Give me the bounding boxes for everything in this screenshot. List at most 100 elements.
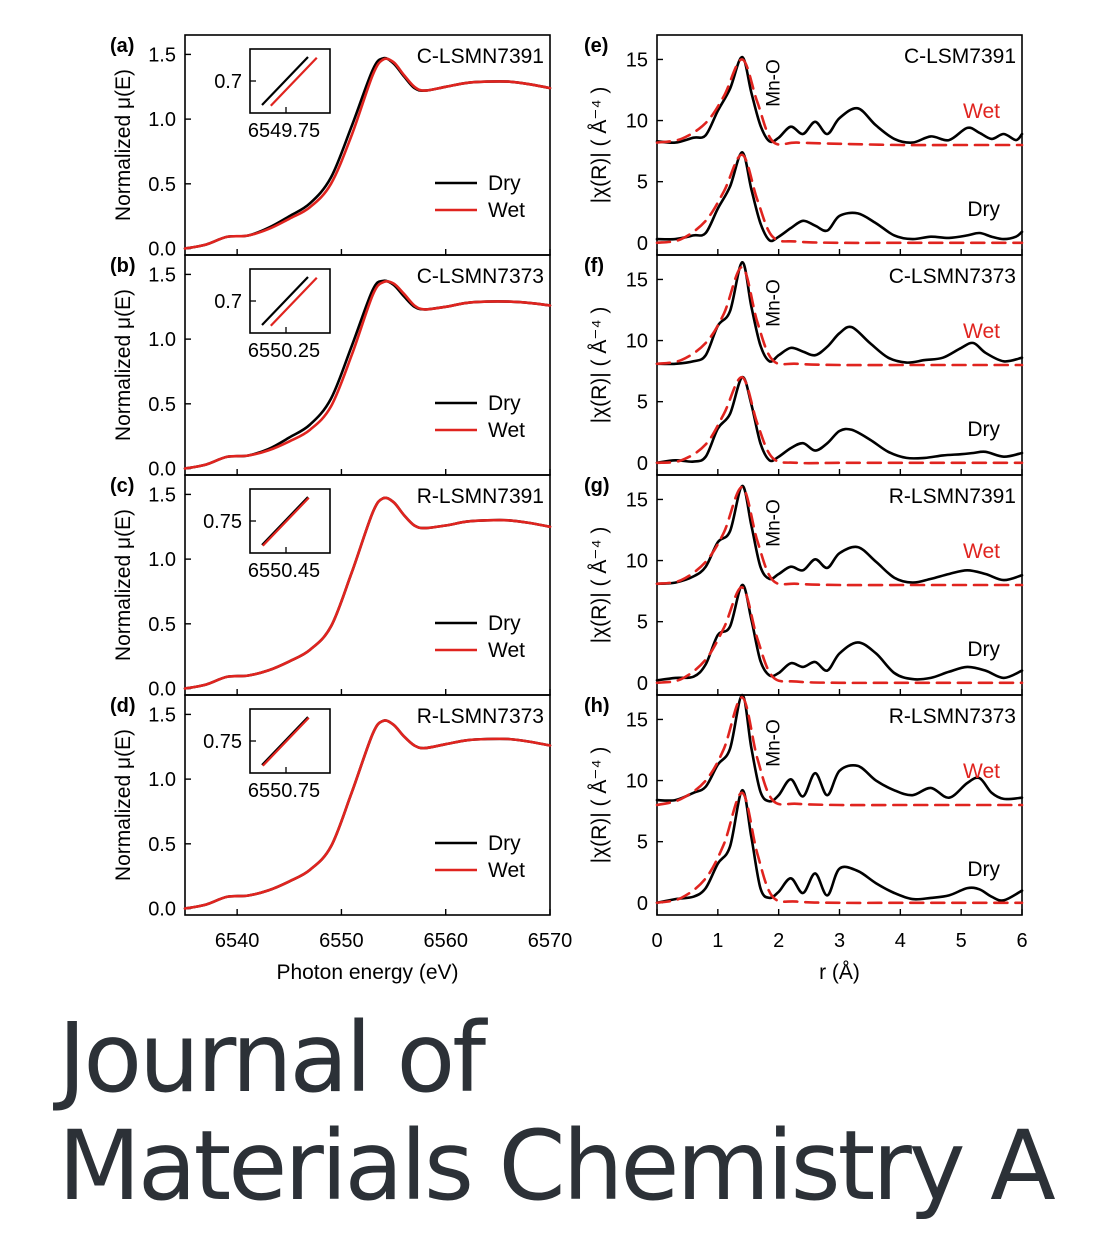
panel-title: C-LSMN7391 — [417, 45, 544, 68]
series-line-wet — [183, 279, 552, 470]
panel-label: (h) — [584, 695, 610, 717]
y-tick-label: 1.0 — [148, 329, 176, 351]
x-tick-label: 5 — [956, 930, 967, 952]
inset-line-dry — [261, 496, 309, 546]
inset-y-tick-label: 0.7 — [214, 71, 242, 93]
y-tick-label: 0 — [637, 453, 648, 475]
series-line-dry-fit — [655, 153, 1024, 245]
y-axis-label: Normalized μ(E) — [112, 509, 135, 661]
panel-h: 0 5 10 15 0 1 2 3 4 5 6 |χ(R)| ( Å⁻⁴ ) r (Å) (h) R-LSM… — [584, 693, 1028, 984]
peak-label: Mn-O — [763, 59, 784, 107]
series-line-wet — [183, 57, 552, 250]
panel-f: 0 5 10 15 |χ(R)| ( Å⁻⁴ ) (f) C-LSMN7373 Mn-O Wet… — [584, 254, 1024, 476]
panel-g: 0 5 10 15 |χ(R)| ( Å⁻⁴ ) (g) R-LSMN7391 Mn-O Wet… — [584, 474, 1024, 696]
y-tick-label: 0.0 — [148, 239, 176, 261]
y-tick-label: 5 — [637, 392, 648, 414]
y-tick-label: 1.5 — [148, 264, 176, 286]
y-tick-label: 0.5 — [148, 614, 176, 636]
panel-e: 0 5 10 15 |χ(R)| ( Å⁻⁴ ) (e) C-LSM7391 Mn-O Wet D… — [584, 34, 1024, 256]
plot-frame — [184, 694, 551, 916]
journal-title-line-1: Journal of — [58, 1002, 486, 1114]
y-tick-label: 5 — [637, 172, 648, 194]
panel-label: (f) — [584, 255, 604, 277]
y-tick-label: 10 — [626, 771, 648, 793]
x-tick-label: 4 — [895, 930, 906, 952]
inset-line-dry — [261, 56, 309, 106]
x-tick-label: 1 — [712, 930, 723, 952]
y-tick-label: 1.0 — [148, 549, 176, 571]
inset-y-tick-label: 0.7 — [214, 291, 242, 313]
y-axis-label: Normalized μ(E) — [112, 289, 135, 441]
inset-line-wet — [262, 717, 310, 767]
legend-label-wet: Wet — [488, 419, 525, 442]
panel-b: 0.0 0.5 1.0 1.5 Normalized μ(E) (b) C-LSMN7373… — [110, 254, 552, 481]
panel-title: C-LSM7391 — [904, 45, 1016, 68]
x-tick-label: 6 — [1016, 930, 1027, 952]
panel-d: 0.0 0.5 1.0 1.5 6540 6550 6560 6570 Normalized μ… — [110, 694, 573, 984]
x-tick-label: 6540 — [215, 930, 260, 952]
y-axis-label: |χ(R)| ( Å⁻⁴ ) — [588, 747, 611, 864]
legend-label-wet: Wet — [488, 859, 525, 882]
series-line-dry-fit — [655, 791, 1024, 905]
peak-label: Mn-O — [763, 279, 784, 327]
series-line-wet-data — [655, 55, 1024, 145]
curve-label-dry: Dry — [967, 418, 1000, 441]
y-tick-label: 0.0 — [148, 899, 176, 921]
x-tick-label: 0 — [651, 930, 662, 952]
y-tick-label: 5 — [637, 832, 648, 854]
panel-label: (d) — [110, 695, 136, 717]
panel-title: R-LSMN7373 — [889, 705, 1016, 728]
y-tick-label: 10 — [626, 331, 648, 353]
panel-label: (a) — [110, 35, 134, 57]
series-line-wet-fit — [655, 485, 1024, 587]
y-tick-label: 15 — [626, 49, 648, 71]
curve-label-dry: Dry — [967, 198, 1000, 221]
legend-label-dry: Dry — [488, 172, 521, 195]
panel-c: 0.0 0.5 1.0 1.5 Normalized μ(E) (c) R-LSMN7391… — [110, 474, 552, 701]
panel-label: (g) — [584, 475, 610, 497]
y-tick-label: 0.5 — [148, 834, 176, 856]
plot-frame — [184, 474, 551, 696]
x-tick-label: 6570 — [528, 930, 573, 952]
y-tick-label: 0 — [637, 233, 648, 255]
legend-label-dry: Dry — [488, 832, 521, 855]
x-tick-label: 3 — [834, 930, 845, 952]
y-tick-label: 1.5 — [148, 484, 176, 506]
curve-label-wet: Wet — [963, 100, 1000, 123]
y-axis-label: |χ(R)| ( Å⁻⁴ ) — [588, 87, 611, 204]
x-tick-label: 6550 — [319, 930, 364, 952]
y-tick-label: 5 — [637, 612, 648, 634]
y-tick-label: 15 — [626, 709, 648, 731]
inset-line-dry — [261, 716, 309, 766]
series-line-wet-fit — [655, 58, 1024, 147]
legend-label-dry: Dry — [488, 392, 521, 415]
y-tick-label: 0.5 — [148, 174, 176, 196]
panel-label: (c) — [110, 475, 134, 497]
panel-title: R-LSMN7373 — [417, 705, 544, 728]
panel-label: (b) — [110, 255, 136, 277]
x-axis-label: r (Å) — [819, 961, 860, 984]
y-tick-label: 15 — [626, 489, 648, 511]
y-tick-label: 10 — [626, 111, 648, 133]
series-line-wet-fit — [655, 265, 1024, 367]
y-tick-label: 0.5 — [148, 394, 176, 416]
legend-label-wet: Wet — [488, 639, 525, 662]
y-axis-label: |χ(R)| ( Å⁻⁴ ) — [588, 527, 611, 644]
series-line-dry-data — [655, 150, 1024, 243]
journal-title-line-2: Materials Chemistry A — [58, 1110, 1056, 1222]
series-line-wet-data — [655, 693, 1024, 803]
inset-frame — [249, 488, 331, 554]
series-line-wet-fit — [655, 696, 1024, 807]
series-line-dry-data — [655, 583, 1024, 682]
inset-x-tick-label: 6550.75 — [248, 780, 320, 802]
inset-line-wet — [262, 497, 310, 547]
y-tick-label: 0.0 — [148, 459, 176, 481]
figure: 0.0 0.5 1.0 1.5 Normalized μ(E) (a) C-LSMN7391… — [110, 34, 1028, 984]
curve-label-dry: Dry — [967, 638, 1000, 661]
inset-x-tick-label: 6549.75 — [248, 120, 320, 142]
peak-label: Mn-O — [763, 719, 784, 767]
inset-frame — [249, 268, 331, 334]
series-line-wet-data — [655, 484, 1024, 586]
inset-y-tick-label: 0.75 — [203, 731, 242, 753]
panel-title: R-LSMN7391 — [889, 485, 1016, 508]
